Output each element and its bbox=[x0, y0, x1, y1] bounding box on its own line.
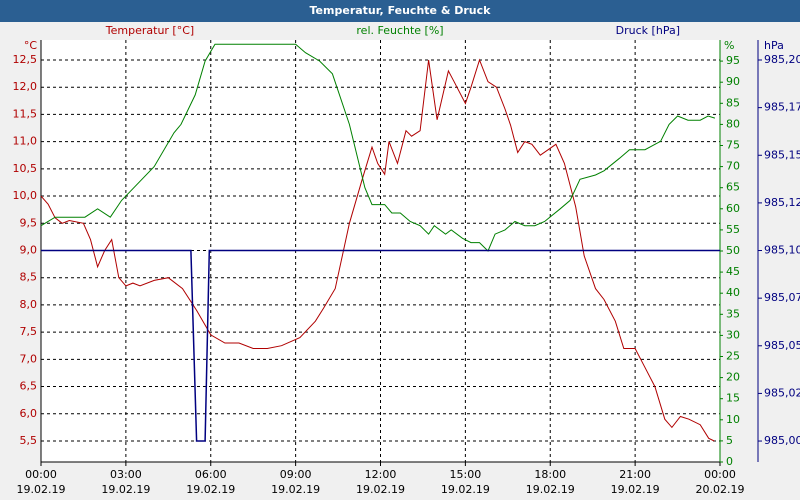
x-tick-label: 15:00 bbox=[450, 468, 482, 481]
y3-tick-label: 985,02 bbox=[764, 386, 800, 399]
x-tick-label: 00:00 bbox=[704, 468, 736, 481]
series-line bbox=[40, 58, 715, 442]
x-tick-label: 12:00 bbox=[365, 468, 397, 481]
y2-tick-label: 55 bbox=[726, 223, 740, 236]
y2-tick-label: 5 bbox=[726, 434, 733, 447]
x-tick-label: 03:00 bbox=[110, 468, 142, 481]
y2-unit: % bbox=[724, 39, 734, 52]
y3-unit: hPa bbox=[764, 39, 784, 52]
x-tick-date: 19.02.19 bbox=[17, 483, 66, 496]
y-tick-label: 6,5 bbox=[20, 380, 38, 393]
chart-title: Temperatur, Feuchte & Druck bbox=[310, 4, 492, 17]
y2-tick-label: 95 bbox=[726, 54, 740, 67]
x-tick-date: 19.02.19 bbox=[611, 483, 660, 496]
y-tick-label: 5,5 bbox=[20, 434, 38, 447]
y-tick-label: 10,5 bbox=[13, 162, 38, 175]
y2-tick-label: 20 bbox=[726, 371, 740, 384]
y-tick-label: 9,5 bbox=[20, 216, 38, 229]
y2-tick-label: 80 bbox=[726, 117, 740, 130]
series-name: rel. Feuchte [%] bbox=[356, 24, 443, 37]
y3-tick-label: 985,20 bbox=[764, 53, 800, 66]
y2-tick-label: 45 bbox=[726, 265, 740, 278]
y2-tick-label: 50 bbox=[726, 244, 740, 257]
y-tick-label: 9,0 bbox=[20, 243, 38, 256]
y-tick-label: 7,5 bbox=[20, 325, 38, 338]
series-line bbox=[41, 249, 720, 442]
y-tick-label: 6,0 bbox=[20, 407, 38, 420]
y-tick-label: 12,0 bbox=[13, 80, 38, 93]
y2-tick-label: 25 bbox=[726, 350, 740, 363]
y2-tick-label: 60 bbox=[726, 202, 740, 215]
series-line bbox=[40, 43, 716, 252]
title-bar bbox=[0, 0, 800, 22]
y3-tick-label: 985,00 bbox=[764, 434, 800, 447]
y-unit: °C bbox=[24, 39, 38, 52]
x-tick-date: 19.02.19 bbox=[186, 483, 235, 496]
x-tick-label: 00:00 bbox=[25, 468, 57, 481]
y3-tick-label: 985,10 bbox=[764, 244, 800, 257]
y-tick-label: 11,0 bbox=[13, 135, 38, 148]
x-tick-date: 19.02.19 bbox=[271, 483, 320, 496]
x-tick-date: 20.02.19 bbox=[696, 483, 745, 496]
x-tick-label: 21:00 bbox=[619, 468, 651, 481]
y-tick-label: 11,5 bbox=[13, 107, 38, 120]
y3-tick-label: 985,17 bbox=[764, 101, 800, 114]
y2-tick-label: 65 bbox=[726, 181, 740, 194]
series-name: Temperatur [°C] bbox=[105, 24, 194, 37]
y3-tick-label: 985,05 bbox=[764, 339, 800, 352]
x-tick-date: 19.02.19 bbox=[356, 483, 405, 496]
y3-tick-label: 985,12 bbox=[764, 196, 800, 209]
y-tick-label: 8,5 bbox=[20, 271, 38, 284]
y2-tick-label: 40 bbox=[726, 286, 740, 299]
y-tick-label: 12,5 bbox=[13, 53, 38, 66]
y2-tick-label: 90 bbox=[726, 75, 740, 88]
x-tick-date: 19.02.19 bbox=[526, 483, 575, 496]
y2-tick-label: 85 bbox=[726, 96, 740, 109]
y3-tick-label: 985,15 bbox=[764, 148, 800, 161]
y3-tick-label: 985,07 bbox=[764, 291, 800, 304]
y2-tick-label: 0 bbox=[726, 455, 733, 468]
y2-tick-label: 30 bbox=[726, 328, 740, 341]
series-name: Druck [hPa] bbox=[616, 24, 680, 37]
y2-tick-label: 75 bbox=[726, 139, 740, 152]
y2-tick-label: 15 bbox=[726, 392, 740, 405]
y-tick-label: 8,0 bbox=[20, 298, 38, 311]
y2-tick-label: 70 bbox=[726, 160, 740, 173]
y2-tick-label: 10 bbox=[726, 413, 740, 426]
x-tick-label: 06:00 bbox=[195, 468, 227, 481]
x-tick-date: 19.02.19 bbox=[101, 483, 150, 496]
x-tick-label: 18:00 bbox=[534, 468, 566, 481]
y-tick-label: 7,0 bbox=[20, 352, 38, 365]
y2-tick-label: 35 bbox=[726, 307, 740, 320]
y-tick-label: 10,0 bbox=[13, 189, 38, 202]
x-tick-label: 09:00 bbox=[280, 468, 312, 481]
x-tick-date: 19.02.19 bbox=[441, 483, 490, 496]
